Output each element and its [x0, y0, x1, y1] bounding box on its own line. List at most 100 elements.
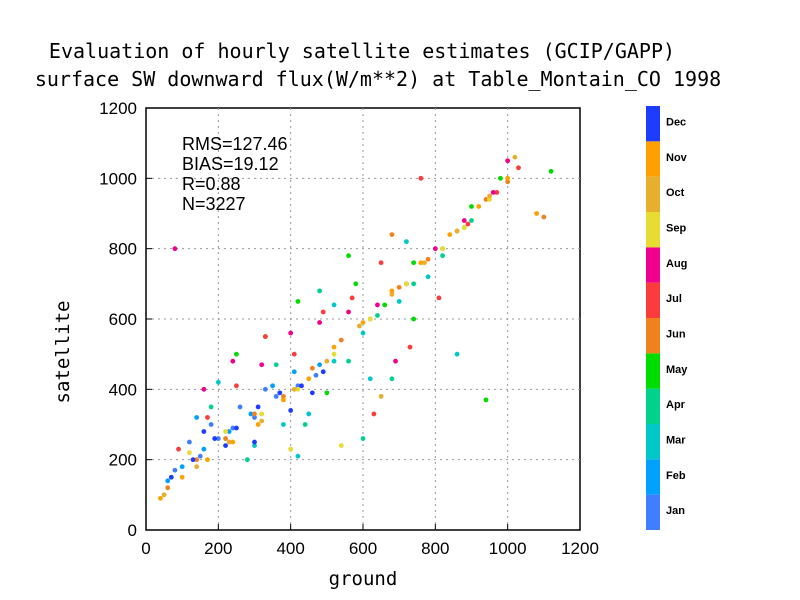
rms-stat: RMS=127.46 [182, 134, 288, 154]
y-tick-label: 0 [128, 521, 137, 540]
colorbar-label: Feb [666, 470, 686, 482]
point-aug [288, 330, 294, 336]
point-dec [168, 474, 174, 480]
point-jul [465, 221, 471, 227]
point-mar [367, 376, 373, 382]
point-oct [389, 291, 395, 297]
point-dec [190, 457, 196, 463]
point-may [498, 175, 503, 181]
colorbar-sep [646, 212, 660, 248]
point-nov [331, 344, 337, 350]
point-feb [194, 415, 200, 420]
point-feb [201, 446, 207, 452]
point-jan [262, 386, 268, 392]
point-aug [490, 190, 496, 195]
point-apr [273, 362, 279, 368]
n-stat: N=3227 [182, 194, 246, 214]
point-feb [165, 478, 171, 484]
point-may [324, 390, 330, 396]
point-apr [244, 457, 250, 463]
point-mar [454, 351, 460, 357]
colorbar-aug [646, 247, 660, 283]
x-tick-label: 200 [204, 539, 232, 558]
point-feb [291, 369, 297, 375]
y-tick-label: 800 [109, 240, 137, 259]
point-mar [295, 453, 301, 459]
grid-lines [146, 108, 580, 530]
chart-title: Evaluation of hourly satellite estimates… [49, 39, 675, 63]
point-apr [360, 436, 366, 441]
point-jan [187, 439, 192, 445]
point-jun [252, 411, 257, 417]
point-may [382, 302, 388, 308]
point-aug [201, 386, 207, 392]
point-sep [288, 446, 294, 452]
point-mar [331, 358, 337, 364]
point-may [411, 316, 417, 322]
colorbar-dec [646, 106, 660, 142]
point-oct [226, 439, 232, 445]
point-oct [512, 154, 518, 160]
point-jun [165, 485, 171, 491]
point-may [469, 204, 474, 209]
point-mar [281, 422, 286, 427]
point-mar [306, 411, 312, 417]
point-jun [505, 179, 511, 185]
point-apr [317, 288, 322, 294]
stats-box: RMS=127.46 BIAS=19.12 R=0.88 N=3227 [182, 134, 288, 214]
point-nov [255, 422, 261, 427]
point-jul [436, 295, 442, 301]
x-tick-label: 400 [276, 539, 304, 558]
x-tick-label: 1000 [489, 539, 527, 558]
point-apr [389, 376, 395, 382]
month-colorbar: Jan Feb Mar Apr May Jun Jul Aug Sep Oct Nov Dec [646, 106, 688, 530]
point-nov [230, 439, 236, 445]
point-jan [295, 383, 301, 389]
colorbar-label: Aug [666, 258, 687, 270]
point-feb [226, 429, 232, 434]
point-oct [161, 492, 167, 498]
point-dec [234, 425, 239, 431]
point-jul [378, 260, 384, 266]
point-jan [215, 436, 221, 441]
point-feb [248, 411, 254, 417]
point-nov [476, 204, 482, 209]
point-mar [331, 302, 337, 308]
point-jul [418, 175, 424, 181]
y-tick-label: 1000 [99, 169, 137, 188]
point-jul [262, 334, 268, 339]
point-aug [317, 320, 322, 325]
colorbar-label: Jun [666, 328, 686, 340]
point-jun [389, 232, 395, 238]
point-jul [349, 295, 355, 301]
point-apr [375, 313, 380, 318]
colorbar-jul [646, 282, 660, 318]
point-aug [230, 358, 236, 364]
point-jul [291, 351, 297, 357]
point-jul [371, 411, 377, 417]
point-apr [440, 253, 445, 259]
point-dec [212, 436, 218, 441]
point-nov [281, 397, 286, 403]
point-mar [425, 274, 431, 280]
point-oct [454, 228, 460, 234]
x-tick-label: 0 [141, 539, 150, 558]
point-aug [505, 158, 511, 164]
point-oct [422, 260, 427, 266]
point-aug [346, 309, 351, 315]
point-jul [176, 446, 181, 452]
point-apr [411, 281, 417, 287]
point-jul [234, 383, 239, 389]
colorbar-jun [646, 318, 660, 354]
point-jul [494, 190, 500, 195]
bias-stat: BIAS=19.12 [182, 154, 279, 174]
point-jan [313, 372, 319, 378]
colorbar-label: Dec [666, 116, 686, 128]
x-axis-label: ground [329, 568, 398, 590]
point-sep [404, 281, 409, 287]
colorbar-label: Oct [666, 187, 685, 199]
point-may [411, 260, 417, 266]
colorbar-label: Apr [666, 399, 686, 411]
point-dec [255, 404, 261, 410]
